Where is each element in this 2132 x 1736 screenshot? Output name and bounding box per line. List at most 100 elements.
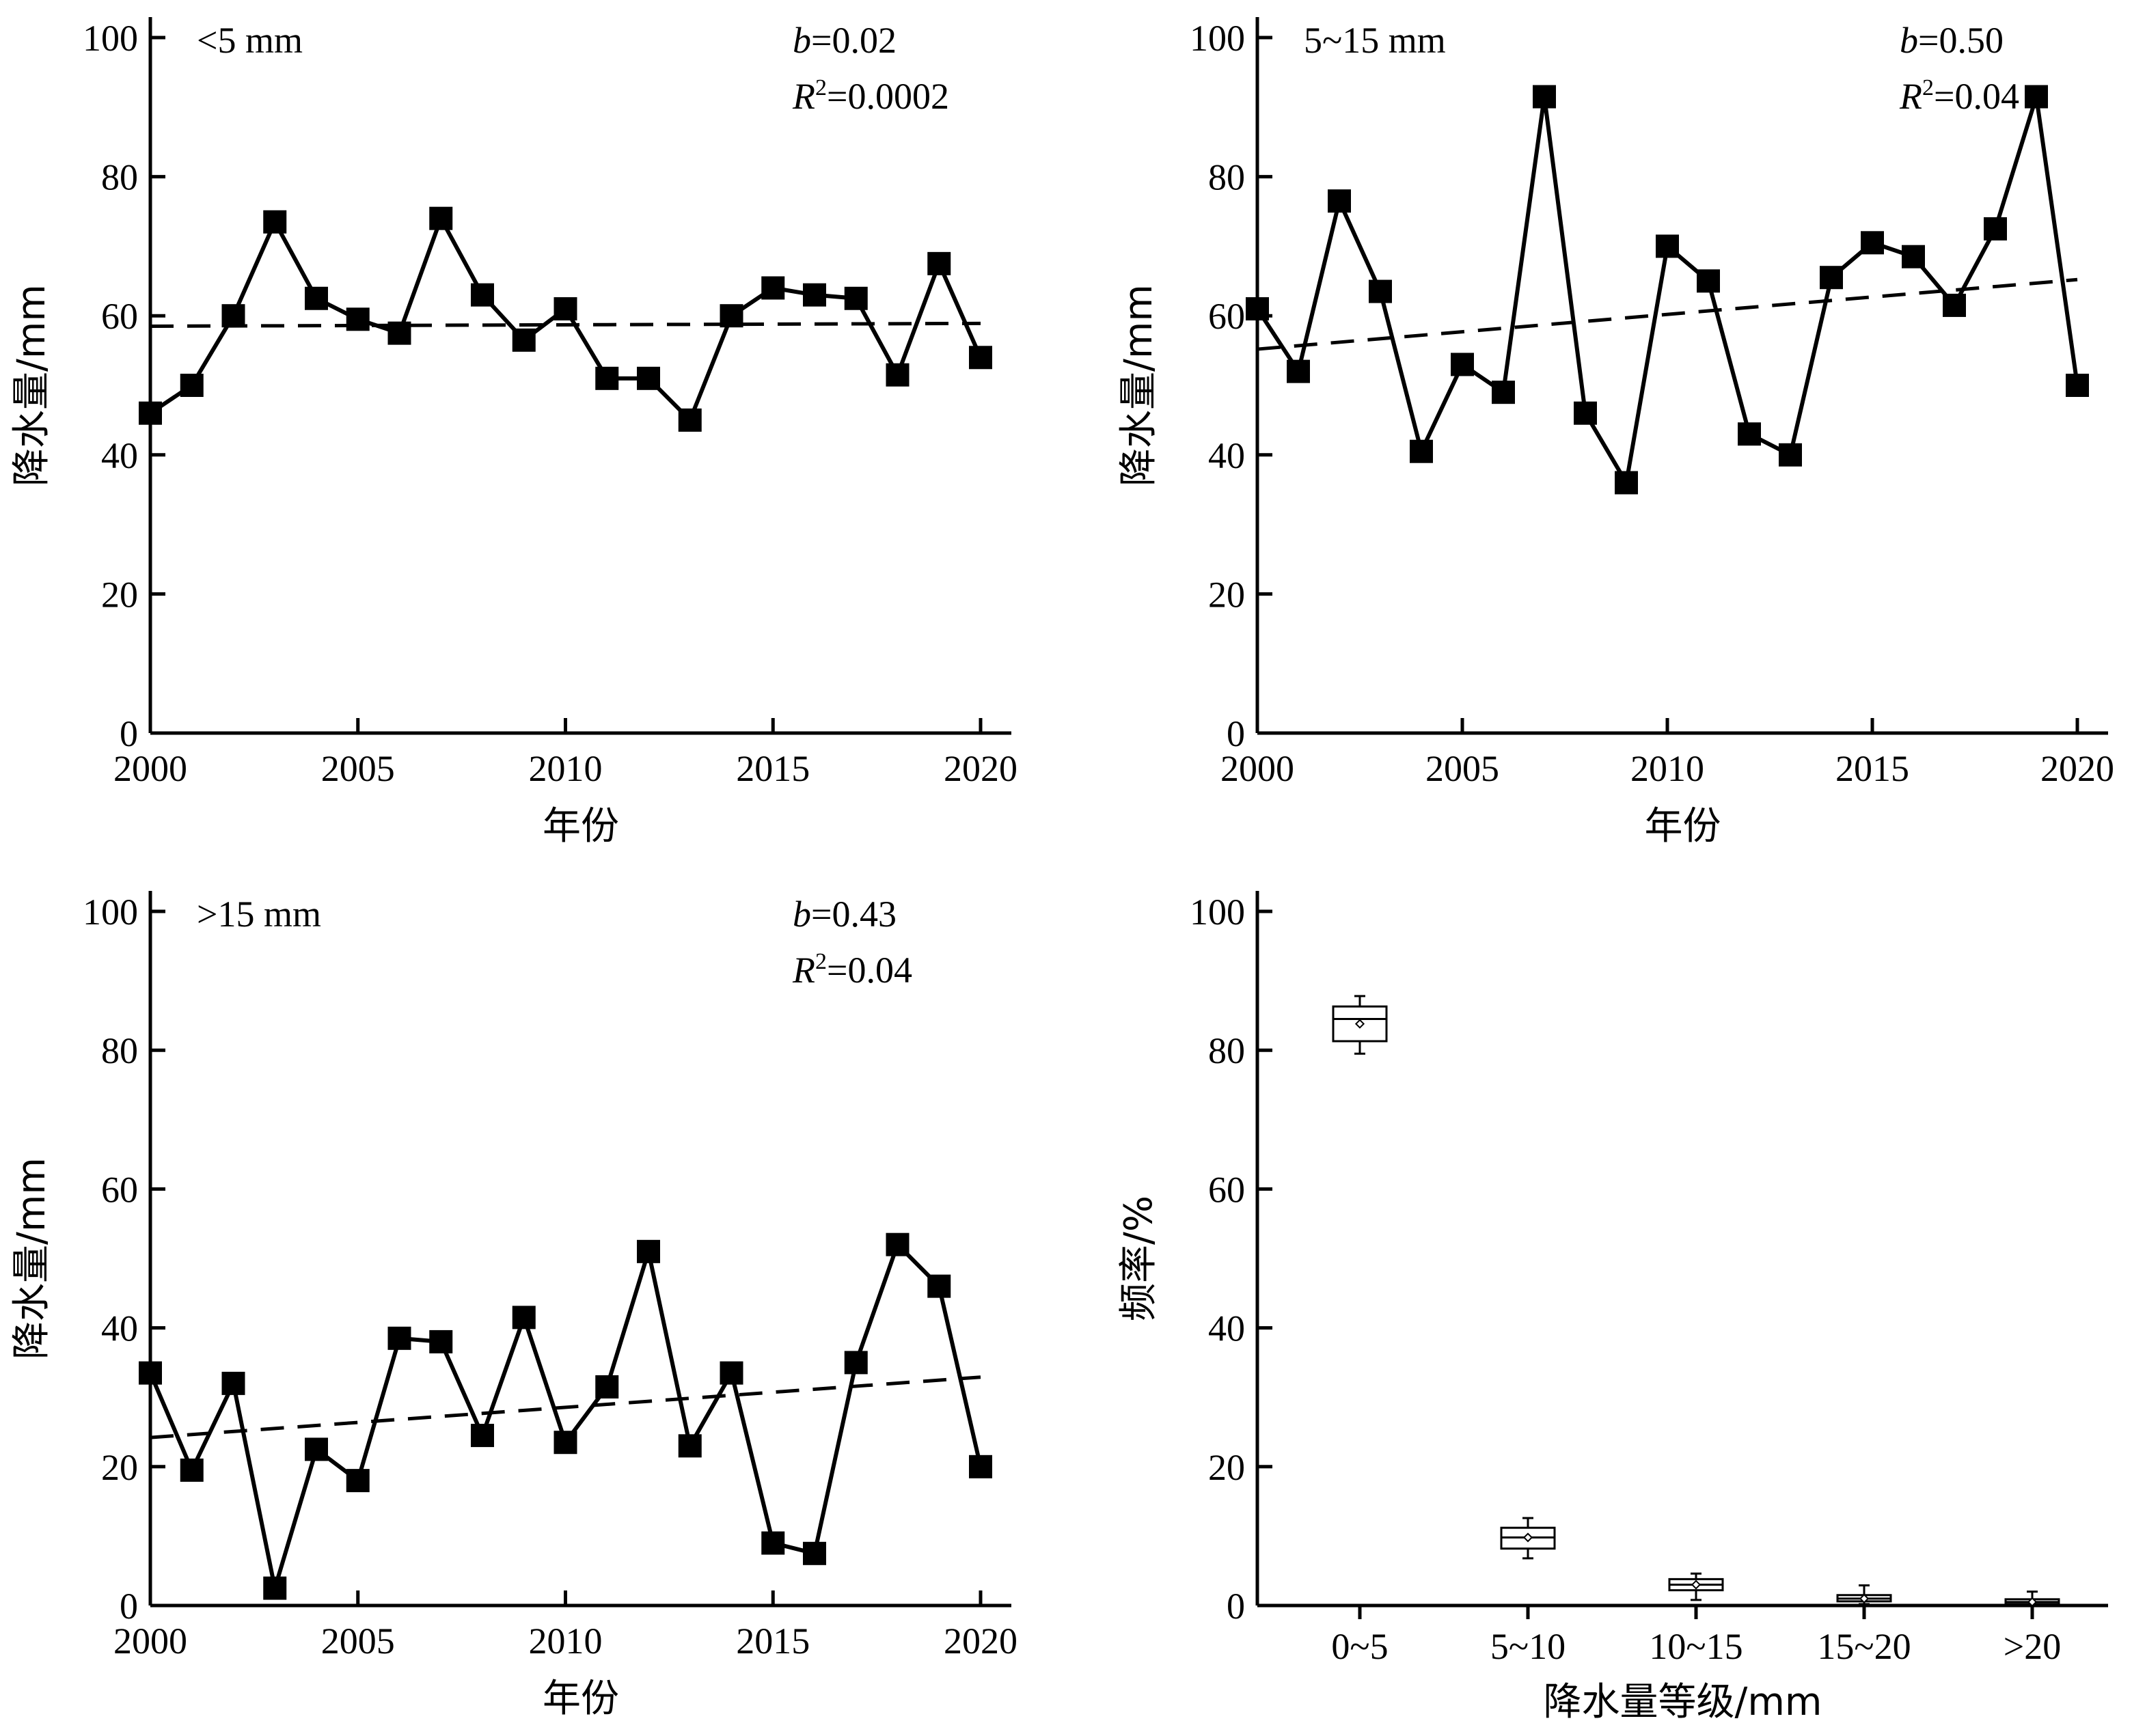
r2-label: R2=0.0002 <box>792 75 949 117</box>
slope-value: 0.02 <box>832 20 897 61</box>
chart-panel-3: 0 20 40 60 80 100 降水量/mm 2000 2005 2010 2015 2020 年份… <box>10 891 1017 1721</box>
x-tick-label: 2010 <box>529 1621 603 1662</box>
data-point-2015 <box>1861 231 1884 255</box>
data-point-2020 <box>2066 374 2089 397</box>
data-point-2004 <box>305 286 328 310</box>
y-tick-label: 20 <box>1208 574 1245 615</box>
x-tick-label: 2015 <box>1835 748 1909 789</box>
data-point-2019 <box>927 251 951 275</box>
y-tick-label: 60 <box>1208 296 1245 337</box>
data-point-2006 <box>1492 381 1515 404</box>
x-tick-label: 2015 <box>736 1621 810 1662</box>
x-tick-label: 2000 <box>113 1621 187 1662</box>
data-point-2013 <box>1779 443 1802 467</box>
data-point-2009 <box>512 328 536 352</box>
data-point-2017 <box>844 1351 868 1375</box>
slope-value: 0.50 <box>1939 20 2004 61</box>
panel-label: <5 mm <box>197 20 303 61</box>
panel-label: 5~15 mm <box>1304 20 1446 61</box>
data-point-2003 <box>263 210 287 234</box>
data-point-2010 <box>1656 234 1679 258</box>
y-tick-label: 100 <box>83 18 138 59</box>
data-point-2002 <box>221 304 245 328</box>
x-tick-label: 2005 <box>1425 748 1499 789</box>
data-point-2005 <box>346 1469 370 1493</box>
box->20 <box>2004 1590 2060 1607</box>
data-point-2002 <box>221 1371 245 1395</box>
data-point-2010 <box>554 297 577 321</box>
y-tick-label: 0 <box>120 1586 138 1627</box>
y-tick-label: 40 <box>1208 1308 1245 1349</box>
data-point-2012 <box>637 1239 660 1263</box>
box-15~20 <box>1836 1584 1892 1606</box>
y-tick-label: 80 <box>1208 1030 1245 1071</box>
r2-value: 0.04 <box>847 950 912 991</box>
data-point-2005 <box>1451 353 1474 376</box>
y-axis-title: 频率/% <box>1117 1196 1161 1321</box>
data-point-2017 <box>1943 293 1966 317</box>
data-point-2004 <box>1410 439 1433 463</box>
data-point-2020 <box>969 1455 992 1478</box>
data-point-2007 <box>429 206 453 230</box>
x-tick-label: 2005 <box>321 748 395 789</box>
box-0~5 <box>1332 995 1388 1055</box>
data-point-2016 <box>803 1541 826 1565</box>
panel-label: >15 mm <box>197 894 321 935</box>
y-tick-label: 40 <box>1208 435 1245 476</box>
data-point-2009 <box>512 1306 536 1329</box>
y-tick-label: 0 <box>1227 1586 1245 1627</box>
x-tick-label: 0~5 <box>1331 1626 1388 1667</box>
r2-label: R2=0.04 <box>792 949 912 991</box>
data-point-2015 <box>761 276 785 300</box>
data-point-2012 <box>1738 422 1761 446</box>
mean-marker <box>1522 1532 1533 1543</box>
x-axis-title: 降水量等级/mm <box>1544 1680 1822 1724</box>
y-tick-label: 80 <box>101 1030 138 1071</box>
data-point-2003 <box>1369 279 1392 303</box>
y-tick-label: 40 <box>101 435 138 476</box>
y-tick-label: 60 <box>101 1169 138 1210</box>
data-point-2000 <box>139 1361 162 1385</box>
data-point-2005 <box>346 307 370 331</box>
trend-line <box>150 1375 981 1439</box>
data-point-2004 <box>305 1437 328 1461</box>
r2-value: 0.04 <box>1954 76 2019 117</box>
data-point-2001 <box>180 1458 204 1482</box>
chart-panel-4: 0 20 40 60 80 100 频率/% 0~5 5~10 10~15 15~20 >20 降水量等… <box>1117 891 2108 1724</box>
mean-marker <box>1354 1019 1365 1029</box>
trend-line <box>150 321 981 328</box>
slope-label: b=0.43 <box>793 894 897 935</box>
data-point-2019 <box>2025 85 2048 109</box>
data-point-2000 <box>1246 297 1269 321</box>
slope-label: b=0.50 <box>1900 20 2004 61</box>
x-tick-label: 2020 <box>944 1621 1017 1662</box>
slope-label: b=0.02 <box>793 20 897 61</box>
y-tick-label: 100 <box>1190 892 1245 933</box>
y-axis-title: 降水量/mm <box>10 284 54 486</box>
data-point-2020 <box>969 346 992 370</box>
y-tick-label: 100 <box>1190 18 1245 59</box>
data-point-2008 <box>471 1424 494 1448</box>
data-point-2016 <box>1902 245 1925 268</box>
data-point-2006 <box>387 1326 411 1350</box>
data-point-2014 <box>720 304 743 328</box>
y-tick-label: 60 <box>1208 1169 1245 1210</box>
data-point-2001 <box>180 374 204 397</box>
data-point-2013 <box>678 1434 702 1458</box>
y-tick-label: 60 <box>101 296 138 337</box>
x-tick-label: 2000 <box>1220 748 1294 789</box>
slope-value: 0.43 <box>832 894 897 935</box>
data-point-2008 <box>1574 401 1597 425</box>
x-tick-label: 2015 <box>736 748 810 789</box>
x-tick-label: 2010 <box>1630 748 1704 789</box>
data-point-2012 <box>637 366 660 390</box>
data-point-2016 <box>803 283 826 307</box>
r2-value: 0.0002 <box>847 76 949 117</box>
data-point-2011 <box>1697 269 1720 293</box>
y-tick-label: 20 <box>101 574 138 615</box>
data-point-2014 <box>720 1361 743 1385</box>
x-axis-title: 年份 <box>1645 804 1721 849</box>
x-tick-label: 2010 <box>529 748 603 789</box>
y-tick-label: 40 <box>101 1308 138 1349</box>
